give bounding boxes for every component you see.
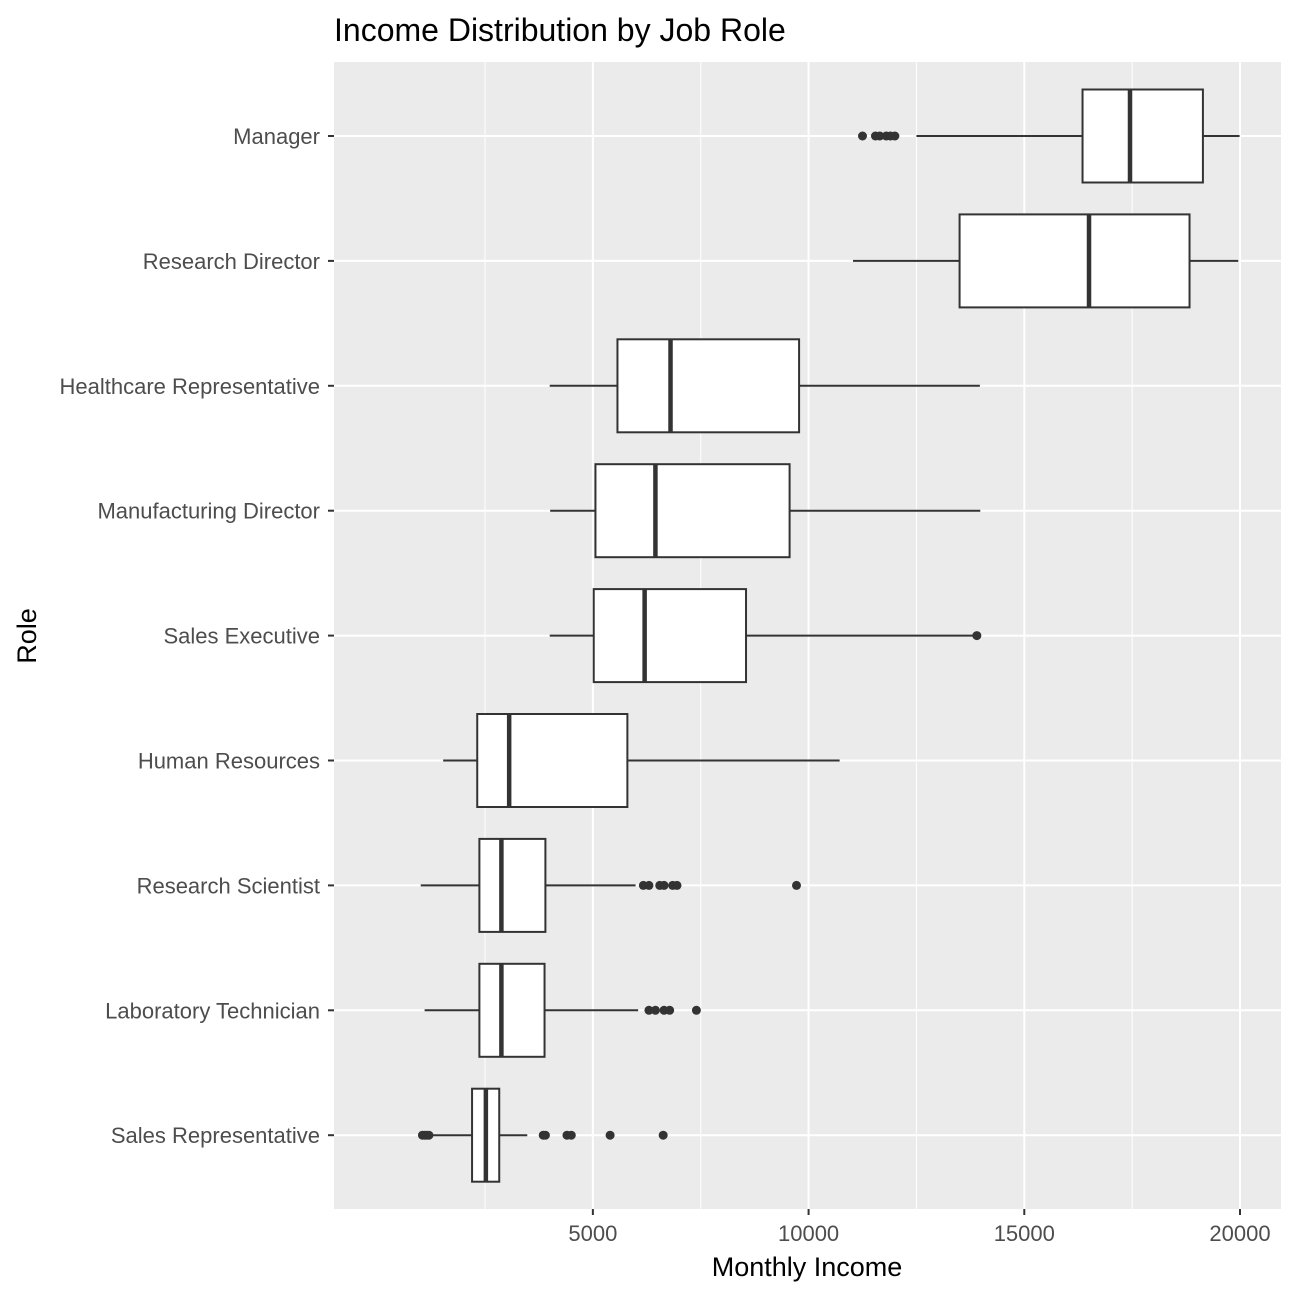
outlier-point xyxy=(691,1005,701,1015)
outlier-point xyxy=(605,1130,615,1140)
outlier-point xyxy=(972,631,982,641)
outlier-point xyxy=(644,1005,654,1015)
box-research-director xyxy=(853,213,1239,309)
outlier-point xyxy=(658,1130,668,1140)
y-tick-label: Manufacturing Director xyxy=(97,499,320,524)
box-sales-representative xyxy=(417,1087,668,1183)
x-tick-label: 15000 xyxy=(994,1221,1055,1246)
outlier-point xyxy=(791,880,801,890)
box-iqr xyxy=(616,338,801,434)
box-iqr xyxy=(958,213,1191,309)
outlier-point xyxy=(659,880,669,890)
outlier-point xyxy=(858,131,868,141)
box-human-resources xyxy=(443,713,840,808)
y-tick-label: Human Resources xyxy=(138,749,320,774)
y-tick-label: Sales Representative xyxy=(111,1123,320,1148)
box-iqr xyxy=(594,463,791,559)
box-manager xyxy=(858,88,1240,184)
y-tick-label: Laboratory Technician xyxy=(105,998,320,1023)
box-research-scientist xyxy=(420,837,801,933)
y-axis: Manager Research Director Healthcare Repre… xyxy=(60,124,334,1148)
box-iqr xyxy=(478,962,546,1058)
box-iqr xyxy=(592,588,748,684)
y-tick-label: Sales Executive xyxy=(163,624,320,649)
outlier-point xyxy=(540,1130,550,1140)
y-tick-label: Manager xyxy=(233,124,320,149)
box-manufacturing-director xyxy=(550,463,981,559)
y-axis-title: Role xyxy=(12,608,42,664)
box-sales-executive xyxy=(549,588,982,684)
x-tick-label: 5000 xyxy=(568,1221,617,1246)
box-iqr xyxy=(478,837,547,933)
outlier-point xyxy=(566,1130,576,1140)
outlier-point xyxy=(665,1005,675,1015)
y-tick-label: Research Director xyxy=(143,249,320,274)
outlier-point xyxy=(424,1130,434,1140)
box-iqr xyxy=(1081,88,1204,184)
box-healthcare-representative xyxy=(549,338,980,434)
x-axis: 5000 10000 15000 20000 xyxy=(568,1209,1271,1246)
outlier-point xyxy=(672,880,682,890)
outlier-point xyxy=(875,131,885,141)
box-laboratory-technician xyxy=(424,962,701,1058)
chart-title: Income Distribution by Job Role xyxy=(334,12,786,48)
box-iqr xyxy=(476,713,629,808)
x-tick-label: 10000 xyxy=(778,1221,839,1246)
y-tick-label: Healthcare Representative xyxy=(60,374,320,399)
x-tick-label: 20000 xyxy=(1209,1221,1270,1246)
y-tick-label: Research Scientist xyxy=(137,873,320,898)
outlier-point xyxy=(644,880,654,890)
outlier-point xyxy=(650,1005,660,1015)
outlier-point xyxy=(890,131,900,141)
boxes xyxy=(417,88,1240,1183)
x-axis-title: Monthly Income xyxy=(712,1252,903,1282)
